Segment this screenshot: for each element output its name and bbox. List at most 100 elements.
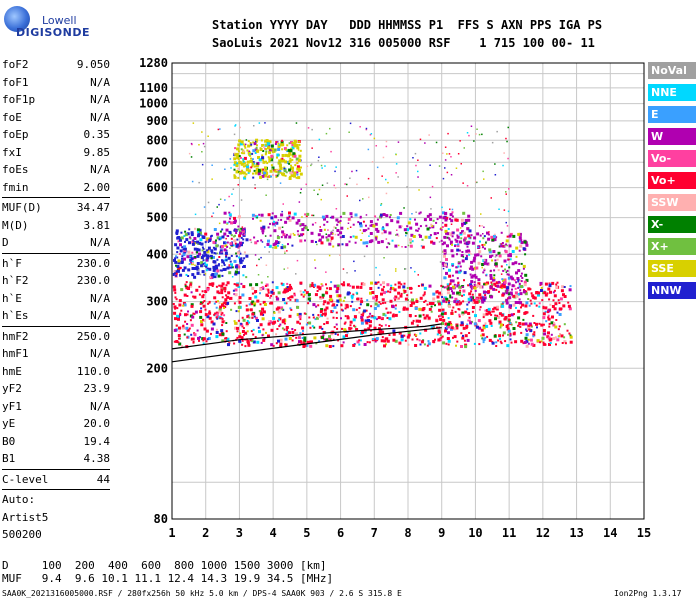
echo-point	[529, 299, 532, 302]
param-key: M(D)	[2, 218, 29, 232]
echo-point	[505, 291, 509, 295]
echo-point	[295, 273, 297, 275]
echo-point	[272, 344, 275, 347]
echo-point	[535, 291, 539, 295]
echo-point	[202, 294, 205, 296]
echo-point	[469, 273, 472, 276]
echo-point	[202, 339, 205, 342]
echo-point	[275, 221, 278, 224]
echo-point	[282, 203, 284, 205]
echo-point	[376, 229, 380, 233]
echo-point	[237, 305, 241, 309]
echo-point	[270, 290, 274, 294]
echo-point	[303, 336, 307, 340]
echo-point	[508, 258, 510, 261]
echo-point	[257, 326, 260, 329]
echo-point	[499, 323, 503, 327]
echo-point	[246, 315, 250, 319]
echo-point	[444, 159, 447, 161]
echo-point	[179, 314, 182, 316]
echo-point	[464, 334, 468, 338]
echo-point	[508, 244, 512, 248]
echo-point	[318, 156, 320, 158]
echo-point	[485, 324, 489, 328]
echo-point	[245, 168, 249, 172]
echo-point	[366, 341, 369, 344]
param-value: 230.0	[76, 274, 110, 287]
echo-point	[483, 283, 485, 286]
echo-point	[218, 333, 222, 337]
echo-point	[385, 307, 388, 310]
echo-point	[210, 327, 214, 331]
virtual-height-trace	[171, 327, 442, 363]
echo-point	[411, 213, 413, 215]
echo-point	[335, 218, 339, 222]
echo-point	[270, 294, 273, 297]
echo-point	[219, 305, 223, 309]
echo-point	[236, 251, 240, 255]
echo-point	[181, 268, 185, 272]
echo-point	[242, 238, 245, 241]
echo-point	[502, 323, 504, 326]
echo-point	[227, 343, 230, 347]
echo-point	[267, 226, 270, 229]
echo-point	[223, 264, 226, 266]
echo-point	[522, 290, 526, 294]
echo-point	[473, 266, 477, 270]
echo-point	[183, 293, 187, 297]
echo-point	[498, 334, 502, 338]
echo-point	[407, 299, 409, 301]
echo-point	[177, 259, 181, 263]
echo-point	[502, 164, 504, 167]
echo-point	[182, 253, 186, 257]
param-row-hme: hmE 110.0	[2, 363, 110, 381]
echo-point	[552, 337, 556, 340]
echo-point	[201, 151, 203, 153]
echo-point	[493, 269, 496, 272]
echo-point	[209, 276, 211, 278]
echo-point	[438, 241, 441, 243]
echo-point	[429, 196, 432, 199]
echo-point	[510, 323, 513, 326]
echo-point	[372, 224, 376, 228]
echo-point	[374, 302, 378, 306]
echo-point	[488, 250, 492, 254]
echo-point	[401, 225, 403, 227]
echo-point	[240, 243, 243, 247]
echo-point	[428, 134, 430, 136]
echo-point	[310, 164, 312, 167]
echo-point	[392, 338, 396, 342]
echo-point	[460, 321, 464, 325]
echo-point	[190, 261, 193, 264]
echo-point	[278, 163, 282, 167]
echo-point	[239, 142, 243, 146]
echo-point	[240, 199, 243, 201]
echo-point	[409, 238, 412, 242]
echo-point	[509, 291, 513, 295]
echo-point	[530, 342, 534, 346]
echo-point	[279, 323, 282, 326]
echo-point	[288, 337, 292, 340]
param-value: 250.0	[76, 329, 110, 343]
echo-point	[486, 281, 490, 285]
echo-point	[253, 315, 256, 318]
echo-point	[295, 336, 298, 339]
echo-point	[174, 243, 178, 247]
echo-point	[457, 300, 459, 303]
echo-point	[525, 328, 528, 331]
echo-point	[422, 313, 425, 316]
echo-point	[440, 312, 444, 316]
echo-point	[453, 231, 455, 234]
echo-point	[509, 334, 512, 337]
echo-point	[176, 231, 179, 234]
echo-point	[507, 257, 510, 260]
echo-point	[281, 139, 284, 142]
echo-point	[220, 291, 224, 295]
echo-point	[246, 341, 250, 345]
echo-point	[443, 254, 446, 258]
echo-point	[563, 286, 566, 288]
echo-point	[549, 290, 552, 294]
echo-point	[459, 301, 463, 305]
legend-item-e: E	[648, 106, 696, 123]
echo-point	[490, 313, 493, 316]
